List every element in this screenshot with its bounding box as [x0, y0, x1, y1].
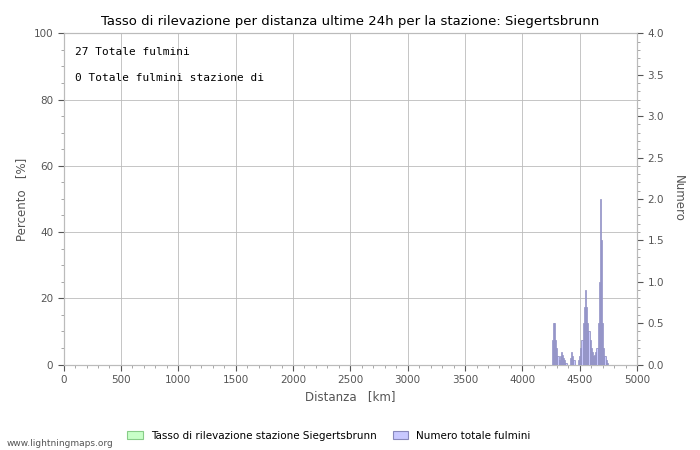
Bar	[602, 323, 603, 364]
Bar	[580, 348, 582, 365]
Bar	[559, 360, 560, 365]
Bar	[604, 356, 606, 365]
Bar	[584, 306, 585, 365]
Bar	[562, 355, 563, 365]
Bar	[594, 355, 595, 365]
Bar	[556, 348, 557, 365]
Bar	[591, 348, 592, 365]
Bar	[570, 358, 571, 364]
Bar	[579, 356, 580, 365]
Bar	[553, 323, 554, 364]
Bar	[571, 352, 573, 365]
Bar	[557, 356, 559, 365]
Bar	[554, 323, 555, 364]
Legend: Tasso di rilevazione stazione Siegertsbrunn, Numero totale fulmini: Tasso di rilevazione stazione Siegertsbr…	[123, 427, 535, 445]
Bar	[606, 360, 607, 365]
Y-axis label: Percento   [%]: Percento [%]	[15, 158, 28, 241]
Text: www.lightningmaps.org: www.lightningmaps.org	[7, 439, 113, 448]
Bar	[600, 199, 601, 364]
Bar	[586, 306, 587, 365]
Bar	[593, 356, 594, 365]
Bar	[596, 348, 598, 365]
Title: Tasso di rilevazione per distanza ultime 24h per la stazione: Siegertsbrunn: Tasso di rilevazione per distanza ultime…	[102, 15, 599, 28]
Bar	[595, 352, 596, 365]
Bar	[555, 340, 556, 364]
X-axis label: Distanza   [km]: Distanza [km]	[305, 391, 395, 404]
Bar	[552, 340, 553, 364]
Bar	[603, 348, 604, 365]
Bar	[560, 356, 561, 365]
Bar	[582, 323, 584, 364]
Bar	[578, 360, 579, 365]
Bar	[561, 352, 562, 365]
Text: 27 Totale fulmini: 27 Totale fulmini	[75, 47, 190, 57]
Bar	[573, 360, 575, 365]
Bar	[563, 358, 564, 364]
Bar	[607, 363, 608, 365]
Y-axis label: Numero: Numero	[672, 176, 685, 222]
Bar	[585, 290, 586, 364]
Bar	[589, 340, 591, 364]
Bar	[564, 360, 566, 365]
Bar	[601, 240, 602, 364]
Text: 0 Totale fulmini stazione di: 0 Totale fulmini stazione di	[75, 73, 264, 83]
Bar	[598, 282, 600, 364]
Bar	[587, 323, 589, 364]
Bar	[592, 352, 593, 365]
